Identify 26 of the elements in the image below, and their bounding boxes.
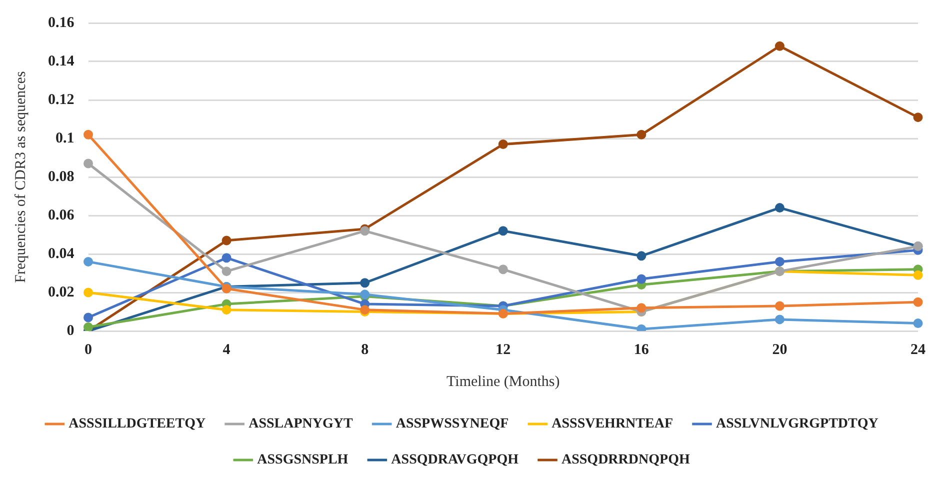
- y-tick-label: 0.16: [48, 14, 75, 31]
- x-tick-label: 12: [496, 342, 511, 358]
- legend-label: ASSSVEHRNTEAF: [552, 416, 674, 432]
- legend-label: ASSSILLDGTEETQY: [68, 416, 206, 432]
- legend-label: ASSGSNSPLH: [257, 452, 348, 468]
- y-tick-label: 0.02: [48, 284, 74, 300]
- x-tick-label: 4: [222, 342, 231, 358]
- y-tick-label: 0.06: [48, 207, 75, 224]
- x-tick-label: 24: [910, 342, 926, 358]
- legend-label: ASSQDRAVGQPQH: [391, 452, 519, 468]
- y-tick-label: 0.14: [48, 53, 75, 70]
- y-tick-label: 0.04: [48, 246, 75, 262]
- y-axis-title: Frequencies of CDR3 as sequences: [12, 71, 29, 283]
- x-tick-label: 16: [634, 342, 650, 358]
- y-tick-label: 0: [66, 322, 74, 339]
- x-axis-title: Timeline (Months): [446, 374, 560, 390]
- x-tick-label: 20: [772, 342, 788, 358]
- y-tick-label: 0.12: [48, 92, 74, 108]
- y-tick-label: 0.1: [56, 130, 74, 146]
- legend-label: ASSLAPNYGYT: [248, 416, 354, 432]
- legend-label: ASSQDRRDNQPQH: [562, 452, 690, 468]
- y-tick-label: 0.08: [48, 168, 74, 185]
- x-tick-label: 0: [84, 342, 92, 358]
- legend-label: ASSLVNLVGRGPTDTQY: [716, 416, 878, 432]
- legend-label: ASSPWSSYNEQF: [396, 416, 509, 432]
- x-tick-label: 8: [361, 342, 369, 358]
